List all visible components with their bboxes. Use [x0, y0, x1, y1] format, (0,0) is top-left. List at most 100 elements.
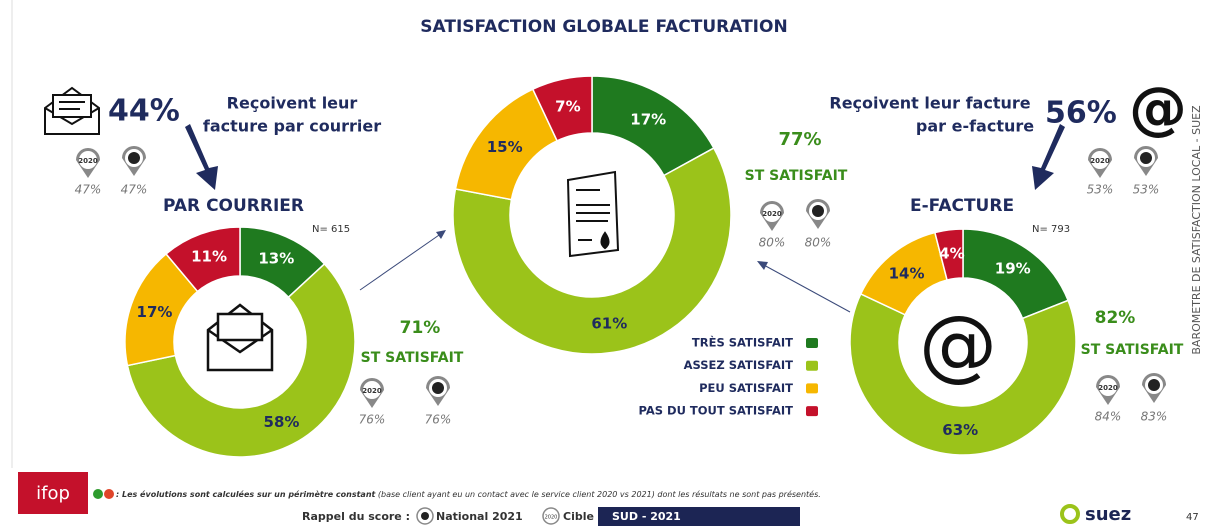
caption: par e-facture	[916, 117, 1034, 136]
legend-swatch	[806, 383, 818, 394]
pin-face	[363, 381, 381, 399]
reference: 47%	[121, 183, 148, 197]
pin-face	[763, 204, 781, 222]
value-label: 13%	[258, 250, 294, 268]
national-legend: National 2021	[436, 510, 523, 523]
suez-mark	[1060, 504, 1080, 524]
donut-segment	[849, 292, 1077, 456]
pin-face	[1091, 151, 1109, 169]
value-label: 4%	[939, 245, 964, 263]
sample-size: N= 793	[1032, 224, 1070, 235]
value-label: 58%	[264, 413, 300, 431]
badge: 2020	[78, 157, 98, 165]
ifop-logo-text: ifop	[36, 483, 70, 504]
letter	[216, 312, 264, 342]
value-label: 19%	[995, 259, 1031, 277]
connector-head	[757, 261, 768, 270]
connector	[761, 263, 851, 313]
badge: 2020	[762, 210, 782, 218]
reference: 80%	[759, 236, 786, 250]
reference: 84%	[1095, 410, 1122, 424]
ifop-logo	[18, 472, 88, 514]
legend-label: PAS DU TOUT SATISFAIT	[638, 404, 793, 418]
up-icon	[93, 489, 103, 499]
footnote-bold: : Les évolutions sont calculées sur un p…	[116, 489, 377, 499]
value-label: 17%	[630, 110, 666, 128]
envelope-body	[206, 303, 274, 372]
score: 82%	[1095, 308, 1136, 328]
down-icon	[104, 489, 114, 499]
arrow	[1032, 124, 1065, 190]
score: 77%	[778, 129, 821, 150]
sample-size: N= 615	[312, 224, 350, 235]
value-label: 17%	[137, 303, 173, 321]
footer-badge-icon	[542, 507, 560, 525]
france-icon	[432, 382, 444, 394]
legend-swatch	[806, 406, 818, 417]
reference: 83%	[1141, 410, 1168, 424]
share: 44%	[108, 94, 180, 129]
badge: 2020	[1098, 384, 1118, 392]
footnote: : Les évolutions sont calculées sur un p…	[116, 489, 821, 499]
donut-segment	[165, 226, 241, 293]
share: 56%	[1045, 96, 1117, 131]
caption: Reçoivent leur	[227, 94, 358, 113]
chart-title: PAR COURRIER	[163, 196, 304, 216]
france-icon	[128, 152, 140, 164]
connector	[359, 232, 443, 291]
value-label: 14%	[889, 264, 925, 282]
envelope-icon	[44, 86, 100, 135]
connector-head	[436, 230, 446, 239]
footer-badge: 2020	[545, 515, 558, 521]
reference: 53%	[1087, 183, 1114, 197]
side-text: BAROMETRE DE SATISFACTION LOCAL - SUEZ	[1190, 105, 1203, 355]
reference: 80%	[805, 236, 832, 250]
score: 71%	[400, 318, 441, 338]
envelope-icon	[206, 303, 274, 372]
recall: Rappel du score :	[302, 510, 410, 523]
drop	[600, 231, 610, 250]
badge: 2020	[362, 387, 382, 395]
legend-label: PEU SATISFAIT	[699, 381, 793, 395]
document-lines	[576, 189, 610, 241]
france-icon	[1148, 379, 1160, 391]
caption: Reçoivent leur facture	[829, 94, 1030, 113]
region-box	[598, 507, 800, 526]
footer-national-dot	[421, 512, 429, 520]
donut-segment	[531, 75, 593, 142]
title: SATISFACTION GLOBALE FACTURATION	[420, 17, 787, 37]
score-label: ST SATISFAIT	[745, 168, 848, 184]
france-icon	[812, 205, 824, 217]
value-label: 63%	[942, 421, 978, 439]
legend-label: ASSEZ SATISFAIT	[684, 358, 794, 372]
chart-title: E-FACTURE	[910, 196, 1014, 216]
reference: 53%	[1133, 183, 1160, 197]
pin-face	[1099, 378, 1117, 396]
pin-face	[79, 151, 97, 169]
at-icon: @	[1129, 74, 1187, 142]
reference: 47%	[75, 183, 102, 197]
donut-segment	[126, 262, 356, 458]
donut-segment	[933, 228, 964, 281]
reference: 76%	[425, 413, 452, 427]
footnote-text: (base client ayant eu un contact avec le…	[375, 489, 820, 499]
france-icon	[1140, 152, 1152, 164]
legend-swatch	[806, 360, 818, 371]
reference: 76%	[359, 413, 386, 427]
caption: facture par courrier	[203, 117, 381, 136]
donut-segment	[452, 147, 732, 355]
brand: suez	[1085, 504, 1131, 525]
page-number: 47	[1186, 512, 1199, 523]
document-icon	[566, 170, 620, 258]
value-label: 7%	[555, 98, 580, 116]
score-label: ST SATISFAIT	[1081, 342, 1184, 358]
value-label: 15%	[487, 138, 523, 156]
legend-label: TRÈS SATISFAIT	[692, 335, 793, 350]
legend-swatch	[806, 338, 818, 348]
arrow	[185, 124, 218, 190]
badge: 2020	[1090, 157, 1110, 165]
score-label: ST SATISFAIT	[361, 350, 464, 366]
value-label: 61%	[591, 315, 627, 333]
value-label: 11%	[191, 247, 227, 265]
